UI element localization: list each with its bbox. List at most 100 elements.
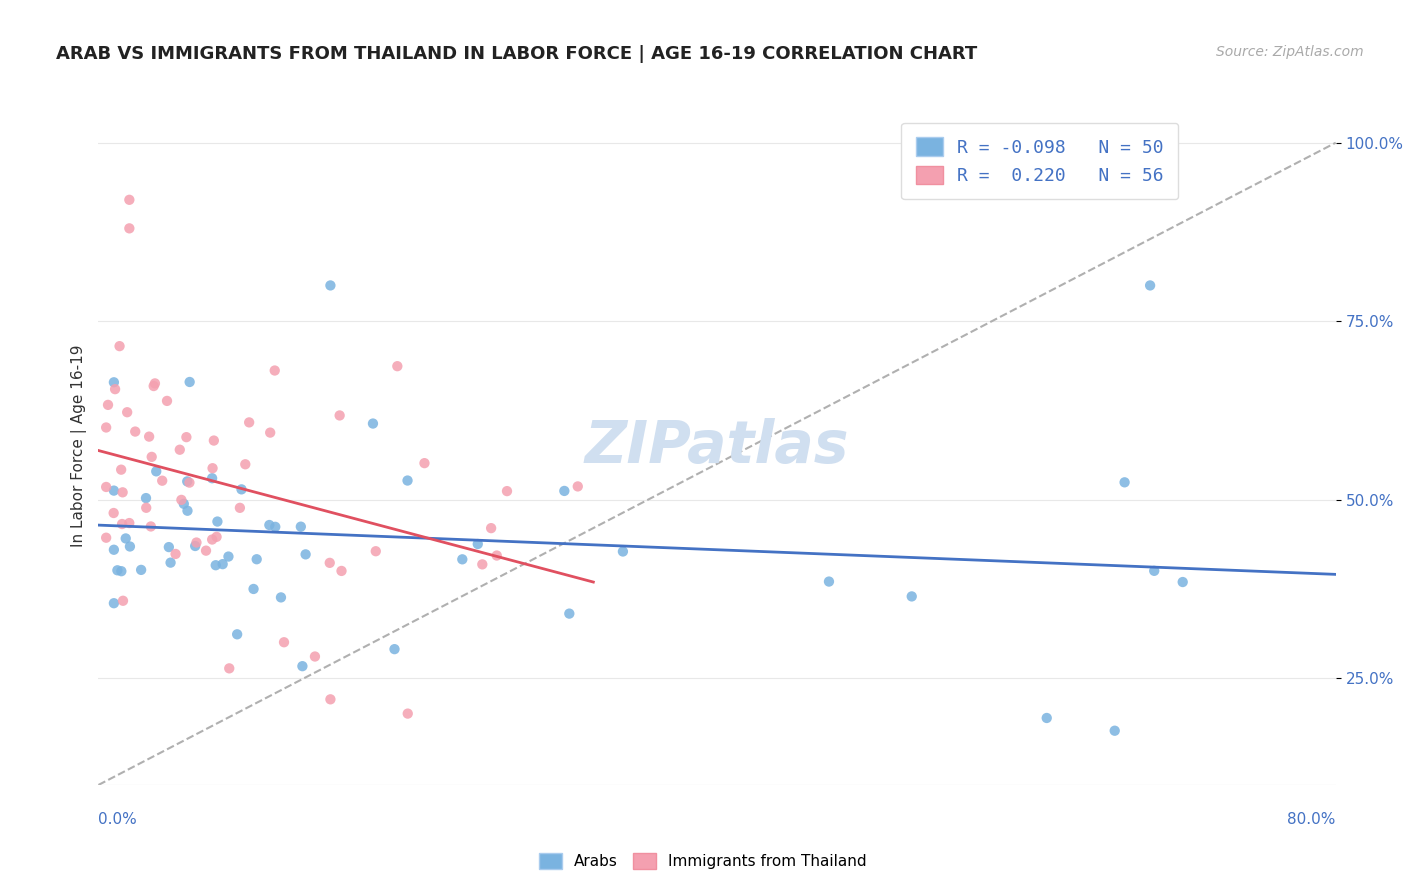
Point (165, 547, 187, 561)
Point (195, 543, 218, 558)
Point (97, 398, 120, 412)
Point (96, 531, 118, 545)
Point (124, 425, 146, 439)
Point (384, 642, 406, 657)
Point (211, 557, 233, 571)
Point (361, 417, 384, 431)
Point (96, 420, 118, 434)
Point (186, 535, 208, 549)
Point (103, 506, 125, 520)
Point (218, 661, 240, 675)
Point (612, 544, 634, 558)
Point (567, 479, 589, 493)
Point (103, 596, 125, 610)
Point (118, 193, 141, 207)
Point (387, 359, 409, 374)
Point (176, 504, 198, 518)
Point (1143, 564, 1166, 578)
Point (1114, 475, 1136, 490)
Point (451, 552, 474, 566)
Point (273, 635, 295, 649)
Point (330, 564, 353, 578)
Point (263, 363, 285, 377)
Point (396, 706, 419, 721)
Point (270, 591, 292, 605)
Point (179, 375, 201, 389)
Text: Source: ZipAtlas.com: Source: ZipAtlas.com (1216, 45, 1364, 59)
Point (111, 485, 134, 500)
Point (139, 519, 162, 533)
Point (229, 500, 252, 515)
Point (205, 530, 228, 544)
Point (184, 539, 207, 553)
Point (202, 434, 225, 448)
Point (118, 540, 141, 554)
Point (204, 558, 226, 573)
Point (96, 480, 118, 494)
Point (157, 540, 180, 554)
Point (176, 430, 198, 444)
Point (103, 376, 125, 390)
Point (1104, 723, 1126, 738)
Point (135, 491, 157, 505)
Point (179, 475, 201, 490)
Y-axis label: In Labor Force | Age 16-19: In Labor Force | Age 16-19 (72, 344, 87, 548)
Point (110, 463, 132, 477)
Text: 0.0%: 0.0% (98, 812, 138, 827)
Point (259, 425, 281, 440)
Point (319, 692, 342, 706)
Point (111, 594, 134, 608)
Point (496, 484, 519, 499)
Point (105, 563, 128, 577)
Point (110, 564, 132, 578)
Point (1035, 711, 1057, 725)
Legend: Arabs, Immigrants from Thailand: Arabs, Immigrants from Thailand (533, 847, 873, 875)
Point (159, 556, 181, 570)
Point (103, 483, 125, 498)
Point (226, 627, 249, 641)
Point (818, 574, 841, 589)
Point (290, 519, 312, 533)
Point (467, 537, 489, 551)
Point (1171, 575, 1194, 590)
Point (217, 549, 239, 564)
Point (118, 516, 141, 530)
Point (304, 649, 326, 664)
Point (201, 461, 224, 475)
Point (169, 442, 191, 457)
Point (118, 221, 141, 235)
Point (413, 456, 436, 470)
Point (319, 556, 342, 570)
Point (104, 382, 127, 396)
Point (479, 521, 502, 535)
Point (246, 552, 269, 566)
Point (558, 607, 581, 621)
Point (170, 492, 193, 507)
Point (156, 393, 179, 408)
Point (176, 475, 198, 489)
Point (138, 429, 160, 443)
Text: 80.0%: 80.0% (1288, 812, 1336, 827)
Point (233, 457, 256, 471)
Point (471, 558, 494, 572)
Point (329, 409, 352, 423)
Point (485, 549, 508, 563)
Point (173, 497, 195, 511)
Point (264, 520, 287, 534)
Point (294, 547, 316, 561)
Point (1139, 278, 1161, 293)
Point (115, 405, 138, 419)
Point (143, 376, 166, 391)
Point (111, 516, 134, 531)
Point (103, 542, 125, 557)
Point (207, 515, 229, 529)
Point (231, 483, 253, 497)
Text: ARAB VS IMMIGRANTS FROM THAILAND IN LABOR FORCE | AGE 16-19 CORRELATION CHART: ARAB VS IMMIGRANTS FROM THAILAND IN LABO… (56, 45, 977, 62)
Point (141, 450, 163, 464)
Point (201, 533, 224, 547)
Point (259, 518, 281, 533)
Point (319, 278, 342, 293)
Point (150, 474, 173, 488)
Point (364, 544, 387, 558)
Point (145, 464, 167, 478)
